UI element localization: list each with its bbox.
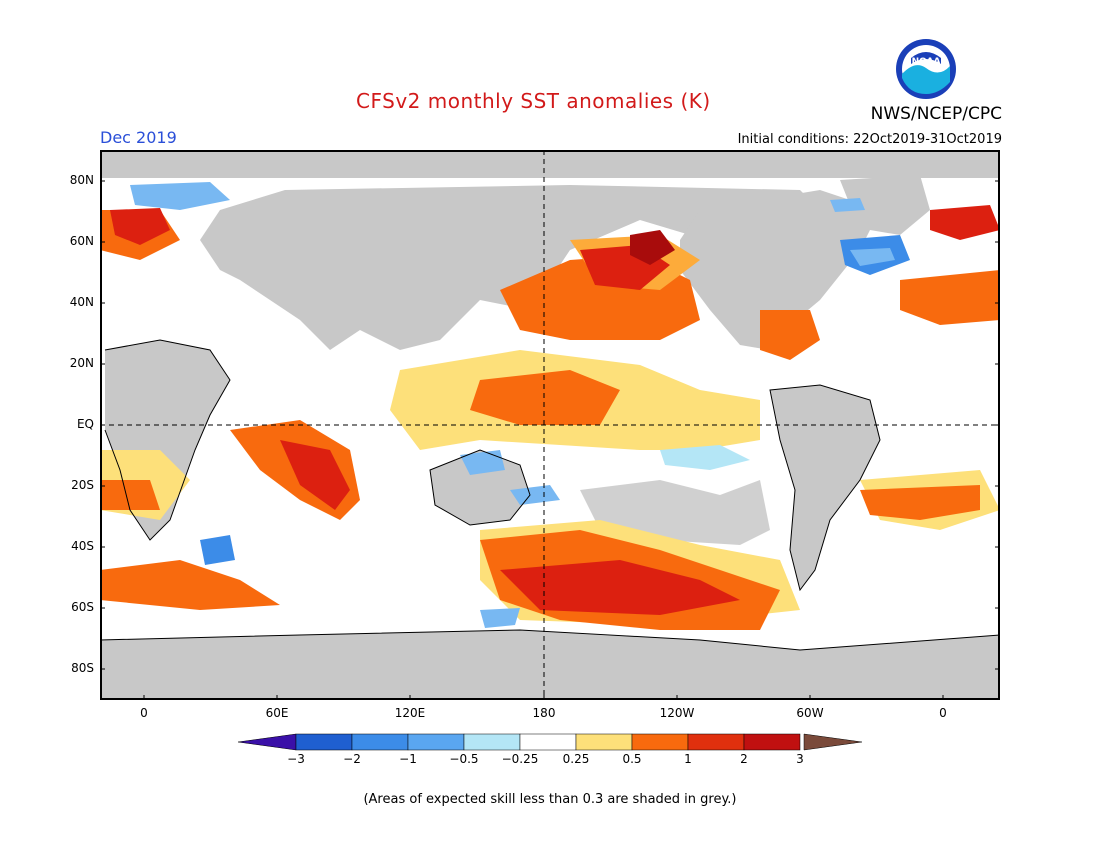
colorbar bbox=[238, 733, 862, 751]
lon-label: 120W bbox=[659, 706, 695, 720]
colorbar-over-arrow bbox=[803, 733, 862, 751]
agency-label: NWS/NCEP/CPC bbox=[870, 104, 1002, 124]
lon-label: 60W bbox=[796, 706, 824, 720]
colorbar-label: 2 bbox=[740, 752, 748, 766]
chart-title: CFSv2 monthly SST anomalies (K) bbox=[356, 89, 711, 113]
lon-label: 60E bbox=[265, 706, 289, 720]
logo-text: NOAA bbox=[912, 57, 941, 67]
initial-conditions: Initial conditions: 22Oct2019-31Oct2019 bbox=[737, 132, 1002, 147]
sst-anomaly-map bbox=[100, 150, 1000, 700]
colorbar-under-arrow bbox=[238, 733, 297, 751]
lat-label: 40S bbox=[71, 539, 94, 553]
colorbar-cell bbox=[463, 733, 521, 751]
lon-label: 0 bbox=[939, 706, 947, 720]
colorbar-cell bbox=[575, 733, 633, 751]
lat-label: 20S bbox=[71, 478, 94, 492]
colorbar-label: 1 bbox=[684, 752, 692, 766]
skill-footnote: (Areas of expected skill less than 0.3 a… bbox=[363, 792, 737, 807]
colorbar-cell bbox=[743, 733, 801, 751]
colorbar-label: −1 bbox=[399, 752, 417, 766]
colorbar-label: 0.25 bbox=[562, 752, 590, 766]
coastlines bbox=[100, 339, 1000, 651]
lat-label: 80S bbox=[71, 661, 94, 675]
lat-label: 60S bbox=[71, 600, 94, 614]
noaa-logo: NOAA bbox=[896, 39, 956, 99]
lat-label: 20N bbox=[69, 356, 94, 370]
colorbar-label: −2 bbox=[343, 752, 361, 766]
warm-anomalies bbox=[100, 205, 1000, 630]
colorbar-label: 3 bbox=[796, 752, 804, 766]
colorbar-cell bbox=[295, 733, 353, 751]
colorbar-cell bbox=[519, 733, 577, 751]
lat-label: 60N bbox=[69, 234, 94, 248]
forecast-period: Dec 2019 bbox=[100, 128, 177, 147]
colorbar-label: −0.5 bbox=[449, 752, 479, 766]
cool-anomalies bbox=[130, 182, 910, 628]
colorbar-cell bbox=[351, 733, 409, 751]
colorbar-label: −3 bbox=[287, 752, 305, 766]
lon-label: 180 bbox=[532, 706, 556, 720]
colorbar-cell bbox=[687, 733, 745, 751]
colorbar-cell bbox=[407, 733, 465, 751]
lat-label: 40N bbox=[69, 295, 94, 309]
colorbar-cells bbox=[295, 733, 801, 751]
map-frame bbox=[100, 150, 1000, 700]
lat-label: EQ bbox=[76, 417, 94, 431]
colorbar-cell bbox=[631, 733, 689, 751]
grey-skill-mask bbox=[100, 150, 1000, 700]
colorbar-label: −0.25 bbox=[501, 752, 539, 766]
colorbar-label: 0.5 bbox=[622, 752, 642, 766]
lon-label: 0 bbox=[140, 706, 148, 720]
lat-label: 80N bbox=[69, 173, 94, 187]
lon-label: 120E bbox=[394, 706, 426, 720]
